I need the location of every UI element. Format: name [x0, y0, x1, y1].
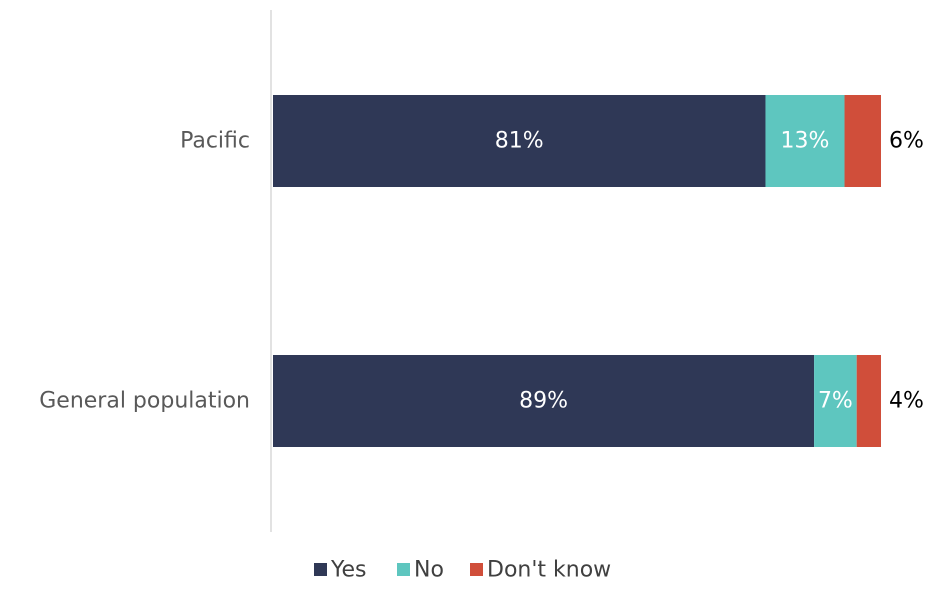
- bar-segment: [273, 95, 766, 187]
- data-label: 81%: [495, 129, 544, 154]
- legend-label: Don't know: [487, 558, 611, 583]
- data-label: 7%: [818, 389, 853, 414]
- legend-label: No: [414, 558, 444, 583]
- data-label: 13%: [781, 129, 830, 154]
- legend-swatch: [314, 563, 327, 576]
- data-label: 6%: [889, 129, 924, 154]
- bar-segment: [765, 95, 845, 187]
- bar-segment: [844, 95, 881, 187]
- category-label: Pacific: [180, 129, 250, 154]
- legend: Yes No Don't know: [314, 558, 611, 583]
- data-label: 89%: [519, 389, 568, 414]
- bar-segment: [814, 355, 857, 447]
- data-label: 4%: [889, 389, 924, 414]
- bar-segment: [856, 355, 881, 447]
- bars-group: Pacific 81% 13% 6% General population 89% 7% 4%: [39, 95, 924, 447]
- bar-segment: [273, 355, 815, 447]
- legend-swatch: [470, 563, 483, 576]
- category-label: General population: [39, 389, 250, 414]
- legend-swatch: [397, 563, 410, 576]
- legend-label: Yes: [330, 558, 367, 583]
